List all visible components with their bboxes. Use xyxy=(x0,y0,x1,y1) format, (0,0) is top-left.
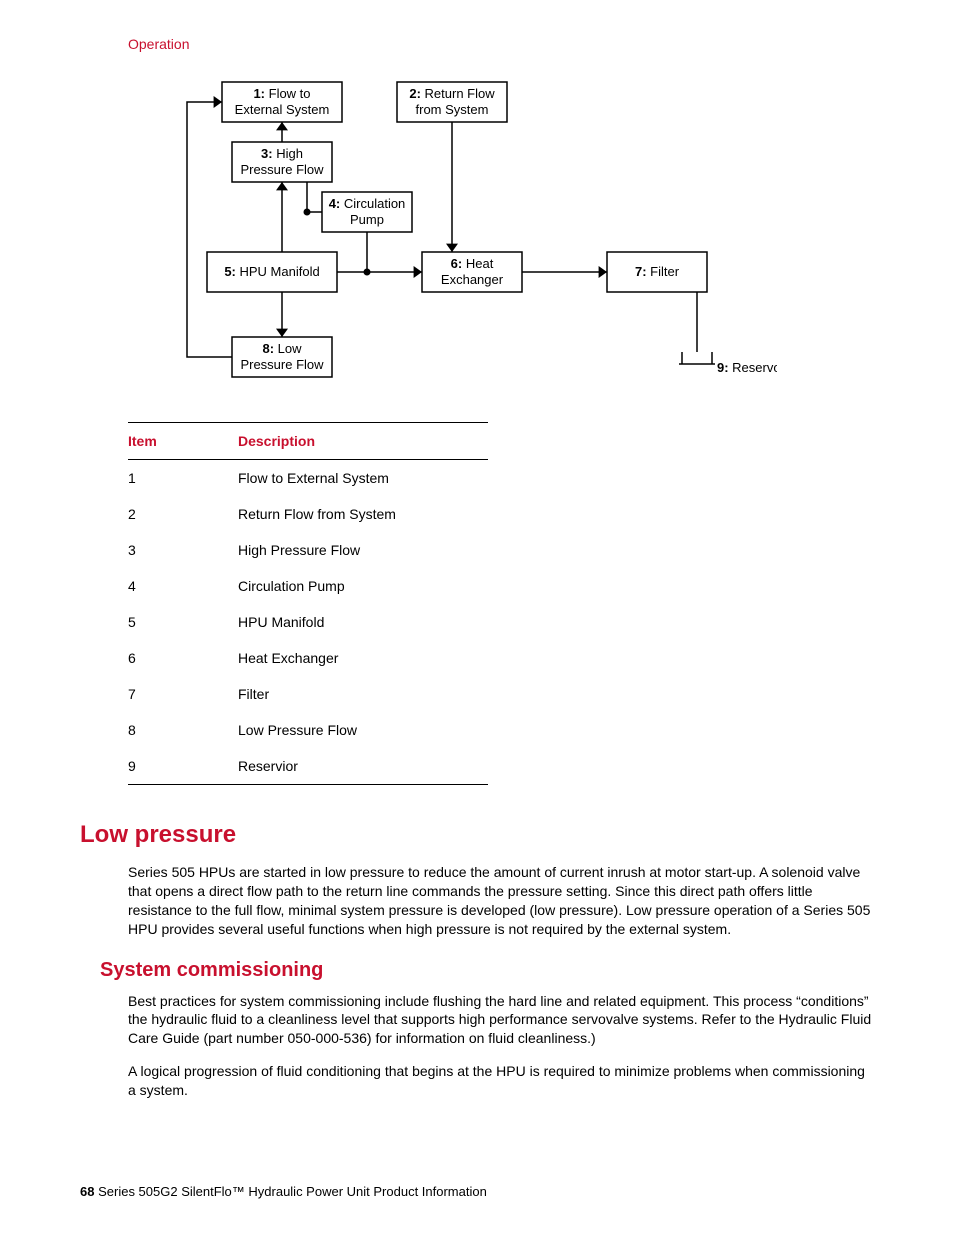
legend-item-desc: Flow to External System xyxy=(238,460,488,497)
breadcrumb: Operation xyxy=(128,36,874,52)
legend-item-num: 1 xyxy=(128,460,238,497)
svg-text:5: HPU Manifold: 5: HPU Manifold xyxy=(224,264,319,279)
svg-text:4: Circulation: 4: Circulation xyxy=(329,196,406,211)
svg-text:6: Heat: 6: Heat xyxy=(451,256,494,271)
legend-item-desc: High Pressure Flow xyxy=(238,532,488,568)
footer-title: Series 505G2 SilentFlo™ Hydraulic Power … xyxy=(98,1184,487,1199)
table-row: 2Return Flow from System xyxy=(128,496,488,532)
section-para: Series 505 HPUs are started in low press… xyxy=(128,863,874,939)
svg-text:Pressure Flow: Pressure Flow xyxy=(240,162,324,177)
table-row: 7Filter xyxy=(128,676,488,712)
table-row: 6Heat Exchanger xyxy=(128,640,488,676)
legend-item-desc: Circulation Pump xyxy=(238,568,488,604)
subsection-heading-commissioning: System commissioning xyxy=(100,959,874,982)
svg-text:8: Low: 8: Low xyxy=(262,341,302,356)
legend-item-desc: Return Flow from System xyxy=(238,496,488,532)
table-row: 8Low Pressure Flow xyxy=(128,712,488,748)
table-row: 3High Pressure Flow xyxy=(128,532,488,568)
legend-item-desc: Low Pressure Flow xyxy=(238,712,488,748)
legend-item-num: 8 xyxy=(128,712,238,748)
subsection-para-1: Best practices for system commissioning … xyxy=(128,992,874,1049)
table-row: 5HPU Manifold xyxy=(128,604,488,640)
svg-text:from System: from System xyxy=(416,102,489,117)
subsection-para-2: A logical progression of fluid condition… xyxy=(128,1062,874,1100)
legend-item-num: 5 xyxy=(128,604,238,640)
legend-item-desc: Heat Exchanger xyxy=(238,640,488,676)
svg-text:2: Return Flow: 2: Return Flow xyxy=(409,86,495,101)
svg-text:Pressure Flow: Pressure Flow xyxy=(240,357,324,372)
table-row: 1Flow to External System xyxy=(128,460,488,497)
page-footer: 68 Series 505G2 SilentFlo™ Hydraulic Pow… xyxy=(80,1184,487,1199)
legend-item-num: 2 xyxy=(128,496,238,532)
section-heading-low-pressure: Low pressure xyxy=(80,821,874,849)
legend-item-num: 7 xyxy=(128,676,238,712)
legend-table: Item Description 1Flow to External Syste… xyxy=(128,422,488,785)
flow-diagram: 1: Flow toExternal System 2: Return Flowf… xyxy=(177,72,777,392)
table-row: 9Reservior xyxy=(128,748,488,785)
legend-item-num: 4 xyxy=(128,568,238,604)
svg-text:9: Reservoir: 9: Reservoir xyxy=(717,360,777,375)
legend-item-desc: HPU Manifold xyxy=(238,604,488,640)
legend-item-num: 9 xyxy=(128,748,238,785)
legend-header-item: Item xyxy=(128,423,238,460)
legend-item-num: 6 xyxy=(128,640,238,676)
legend-item-desc: Reservior xyxy=(238,748,488,785)
svg-text:7: Filter: 7: Filter xyxy=(635,264,680,279)
svg-text:Pump: Pump xyxy=(350,212,384,227)
svg-text:1: Flow to: 1: Flow to xyxy=(253,86,310,101)
svg-text:External System: External System xyxy=(235,102,330,117)
legend-item-num: 3 xyxy=(128,532,238,568)
svg-text:3: High: 3: High xyxy=(261,146,303,161)
table-row: 4Circulation Pump xyxy=(128,568,488,604)
legend-header-desc: Description xyxy=(238,423,488,460)
legend-item-desc: Filter xyxy=(238,676,488,712)
svg-text:Exchanger: Exchanger xyxy=(441,272,504,287)
page-number: 68 xyxy=(80,1184,94,1199)
